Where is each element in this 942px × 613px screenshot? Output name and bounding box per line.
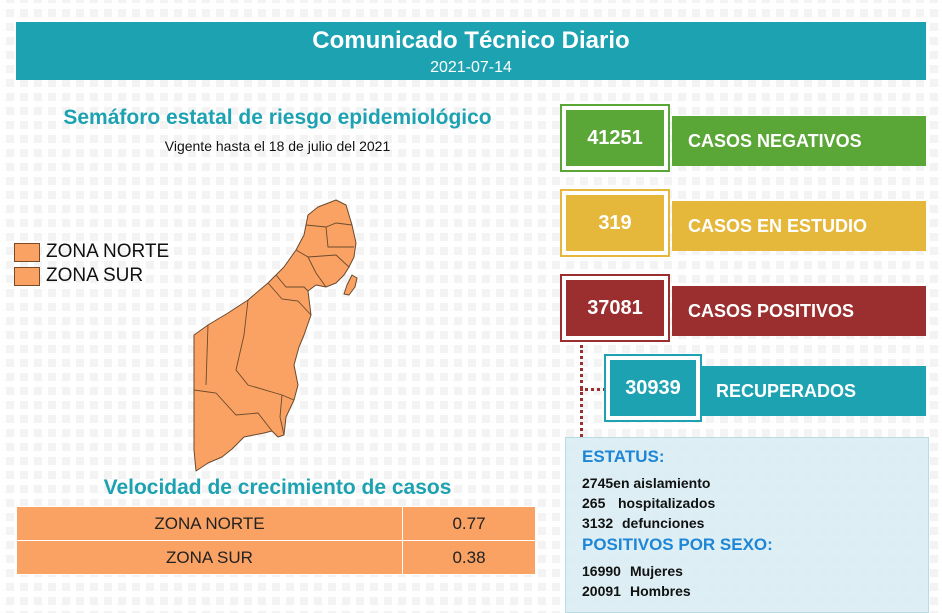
stat-value: 37081	[587, 296, 643, 319]
stat-label: CASOS NEGATIVOS	[688, 130, 862, 151]
connector-horizontal	[580, 388, 606, 391]
estatus-number: 2745	[582, 475, 614, 491]
stat-value: 30939	[625, 376, 681, 399]
legend-item-zona-sur: ZONA SUR	[14, 264, 169, 288]
sexo-line-hombres: 20091 Hombres	[582, 583, 691, 599]
stat-value-box: 319	[562, 191, 668, 255]
estatus-line-hospitalizados: 265 hospitalizados	[582, 495, 715, 511]
stat-value: 41251	[587, 126, 643, 149]
legend-item-zona-norte: ZONA NORTE	[14, 240, 169, 264]
stat-label-bar: CASOS POSITIVOS	[672, 286, 926, 336]
stat-label: CASOS POSITIVOS	[688, 300, 855, 321]
table-row: ZONA SUR 0.38	[16, 540, 536, 575]
estatus-heading: ESTATUS:	[582, 447, 665, 466]
sexo-text: Mujeres	[630, 563, 683, 579]
stat-label: RECUPERADOS	[716, 380, 857, 401]
sexo-number: 20091	[582, 583, 621, 599]
estatus-line-aislamiento: 2745en aislamiento	[582, 475, 710, 491]
zone-cell: ZONA NORTE	[16, 506, 403, 541]
page-title: Comunicado Técnico Diario	[312, 27, 630, 54]
stat-label-bar: CASOS EN ESTUDIO	[672, 201, 926, 251]
map-legend: ZONA NORTE ZONA SUR	[14, 240, 169, 288]
estatus-text: hospitalizados	[618, 495, 716, 511]
stat-value-box: 30939	[606, 356, 700, 420]
value-cell: 0.38	[402, 540, 536, 575]
velocidad-table: ZONA NORTE 0.77 ZONA SUR 0.38	[16, 506, 536, 575]
sexo-text: Hombres	[630, 583, 691, 599]
zone-cell: ZONA SUR	[16, 540, 403, 575]
stat-label-bar: RECUPERADOS	[700, 366, 926, 416]
connector-vertical	[580, 345, 583, 437]
estatus-number: 3132	[582, 515, 614, 531]
report-date: 2021-07-14	[430, 59, 512, 76]
stat-label-bar: CASOS NEGATIVOS	[672, 116, 926, 166]
sexo-line-mujeres: 16990 Mujeres	[582, 563, 683, 579]
value-cell: 0.77	[402, 506, 536, 541]
legend-swatch	[14, 266, 40, 286]
stat-label: CASOS EN ESTUDIO	[688, 215, 868, 236]
legend-label: ZONA SUR	[46, 265, 144, 286]
table-row: ZONA NORTE 0.77	[16, 506, 536, 541]
state-map	[193, 199, 358, 472]
stat-value-box: 37081	[562, 276, 668, 340]
legend-label: ZONA NORTE	[46, 241, 170, 262]
header-banner: Comunicado Técnico Diario 2021-07-14	[16, 22, 926, 80]
velocidad-title: Velocidad de crecimiento de casos	[103, 476, 452, 499]
sexo-heading: POSITIVOS POR SEXO:	[582, 535, 773, 554]
status-panel: ESTATUS: 2745en aislamiento 265 hospitali…	[565, 437, 929, 613]
estatus-text: en aislamiento	[613, 475, 711, 491]
sexo-number: 16990	[582, 563, 621, 579]
stat-value: 319	[598, 211, 632, 234]
semaforo-subtitle: Vigente hasta el 18 de julio del 2021	[164, 138, 391, 154]
semaforo-title: Semáforo estatal de riesgo epidemiológic…	[63, 106, 492, 129]
estatus-line-defunciones: 3132 defunciones	[582, 515, 704, 531]
map-region	[193, 199, 357, 472]
legend-swatch	[14, 242, 40, 262]
estatus-number: 265	[582, 495, 606, 511]
stat-value-box: 41251	[562, 106, 668, 170]
estatus-text: defunciones	[622, 515, 705, 531]
map-island	[343, 274, 358, 296]
